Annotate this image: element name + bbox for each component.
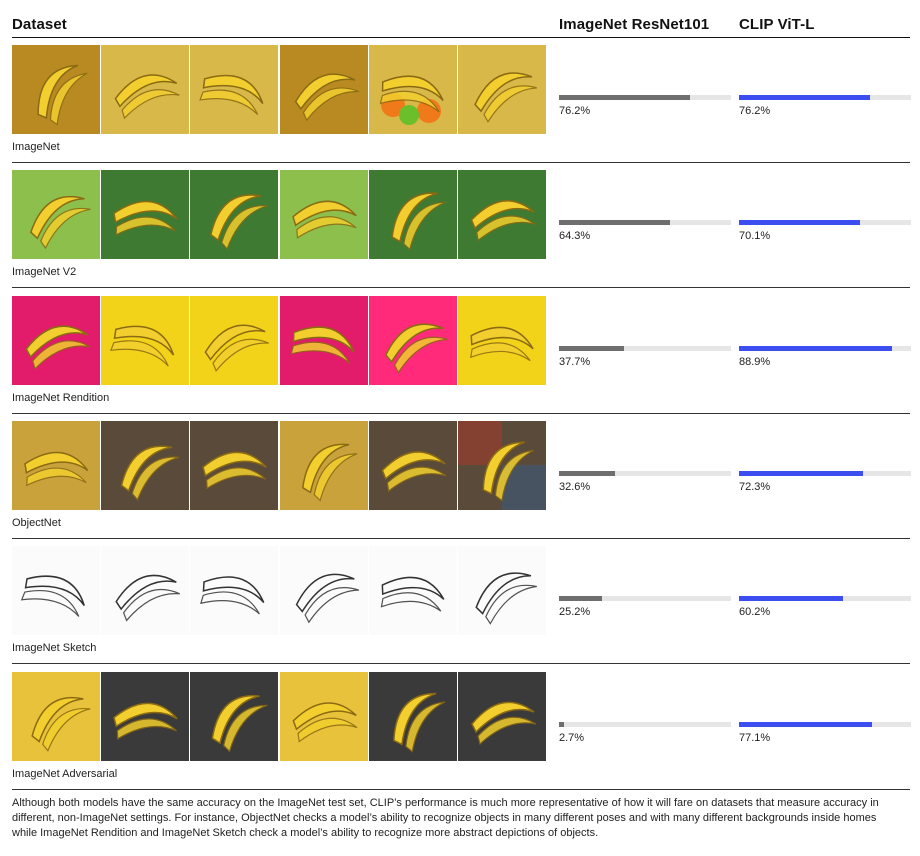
row-divider: [12, 287, 910, 289]
clip-accuracy-label: 70.1%: [739, 230, 771, 243]
resnet-accuracy-label: 37.7%: [559, 355, 591, 368]
resnet-column-header: ImageNet ResNet101: [559, 16, 710, 33]
dataset-label: ImageNet Rendition: [12, 391, 110, 404]
banana-patio-photo: [458, 671, 546, 761]
dataset-row: ImageNet Sketch 25.2% 60.2%: [0, 539, 920, 665]
clip-accuracy-label: 72.3%: [739, 480, 771, 493]
clip-column-header: CLIP ViT-L: [739, 16, 815, 33]
banana-plate-photo: [101, 671, 190, 761]
resnet-accuracy-bar: [559, 220, 670, 226]
clip-accuracy-bar: [739, 470, 864, 476]
fruit-market-photo: [101, 45, 190, 134]
table-header: Dataset ImageNet ResNet101 CLIP ViT-L: [0, 0, 920, 38]
clip-bar-track: [739, 95, 911, 100]
dataset-label: ImageNet Sketch: [12, 642, 97, 655]
resnet-bar-track: [559, 596, 731, 602]
banana-painting: [190, 295, 279, 385]
resnet-bar-track: [559, 95, 731, 100]
clip-accuracy-label: 77.1%: [739, 731, 771, 744]
banana-sketch-color: [279, 295, 368, 385]
resnet-accuracy-bar: [559, 470, 616, 476]
banana-character-art: [12, 295, 100, 385]
clip-bar-track: [739, 596, 911, 602]
banana-sticker-art: [458, 295, 546, 385]
juice-glass-photo: [101, 170, 190, 260]
resnet-bar-track: [559, 345, 731, 351]
resnet-accuracy-label: 2.7%: [559, 731, 585, 744]
clip-accuracy-bar: [739, 220, 860, 226]
clip-accuracy-label: 60.2%: [739, 606, 771, 619]
resnet-accuracy-label: 25.2%: [559, 606, 591, 619]
resnet-bar-track: [559, 470, 731, 476]
clip-accuracy-bar: [739, 345, 892, 351]
banana-pencil-sketch: [12, 546, 100, 636]
banana-yellow-blur: [190, 671, 279, 761]
resnet-accuracy-bar: [559, 345, 624, 351]
fruit-mix-photo: [368, 45, 457, 134]
resnet-bar-track: [559, 220, 731, 226]
row-divider: [12, 663, 910, 665]
banana-cartoon-pink: [368, 295, 457, 385]
resnet-bar-track: [559, 721, 731, 727]
banana-hand-blur-photo: [279, 420, 368, 510]
banana-wall-photo: [368, 671, 457, 761]
clip-bar-track: [739, 345, 911, 351]
dataset-label: ObjectNet: [12, 516, 61, 529]
resnet-accuracy-label: 64.3%: [559, 230, 591, 243]
resnet-accuracy-bar: [559, 596, 603, 602]
banana-stand-photo: [279, 45, 368, 134]
clip-accuracy-label: 88.9%: [739, 355, 771, 368]
banana-on-tiles-photo: [458, 420, 546, 510]
banana-bunch-photo: [12, 45, 100, 134]
banana-outline-sketch: [190, 546, 279, 636]
row-divider: [12, 788, 910, 790]
dataset-label: ImageNet Adversarial: [12, 767, 118, 780]
clip-accuracy-bar: [739, 721, 872, 727]
dataset-label: ImageNet V2: [12, 266, 77, 279]
banana-shaded-sketch: [279, 546, 368, 636]
row-divider: [12, 412, 910, 414]
fruit-bowl-photo: [458, 170, 546, 260]
clip-accuracy-label: 76.2%: [739, 105, 771, 117]
banana-plush-toys: [101, 295, 190, 385]
dataset-row: ImageNet 76.2% 76.2%: [0, 38, 920, 163]
banana-on-floor-photo: [101, 420, 190, 510]
banana-tree-photo: [12, 170, 100, 260]
banana-in-hand-photo: [190, 420, 279, 510]
dataset-row: ImageNet V2 64.3% 70.1%: [0, 163, 920, 289]
banana-gray-sketch: [458, 546, 546, 636]
row-divider: [12, 537, 910, 539]
header-divider: [12, 37, 910, 38]
resnet-accuracy-label: 76.2%: [559, 105, 591, 117]
dataset-row: ImageNet Rendition 37.7% 88.9%: [0, 289, 920, 414]
clip-bar-track: [739, 220, 911, 226]
banana-bw-photo: [12, 671, 100, 761]
resnet-accuracy-bar: [559, 95, 691, 100]
clip-bar-track: [739, 721, 911, 727]
dataset-column-header: Dataset: [12, 16, 67, 33]
peeled-banana-photo: [279, 170, 368, 260]
banana-on-rug-photo: [368, 420, 457, 510]
banana-plant-photo: [190, 170, 279, 260]
dataset-row: ObjectNet 32.6% 72.3%: [0, 414, 920, 539]
banana-hanging-photo: [12, 420, 100, 510]
banana-pile-photo: [458, 45, 546, 134]
dataset-row: ImageNet Adversarial 2.7% 77.1%: [0, 665, 920, 790]
figure-caption: Although both models have the same accur…: [12, 797, 879, 839]
clip-accuracy-bar: [739, 95, 871, 100]
resnet-accuracy-bar: [559, 721, 564, 727]
banana-striped-plate: [279, 671, 368, 761]
banana-peel-sketch: [368, 546, 457, 636]
banana-line-drawing: [101, 546, 190, 636]
row-divider: [12, 162, 910, 163]
resnet-accuracy-label: 32.6%: [559, 480, 591, 493]
dataset-label: ImageNet: [12, 141, 60, 153]
clip-bar-track: [739, 470, 911, 476]
banana-basket-photo: [190, 45, 279, 134]
clip-accuracy-bar: [739, 596, 843, 602]
green-bananas-photo: [368, 170, 457, 260]
